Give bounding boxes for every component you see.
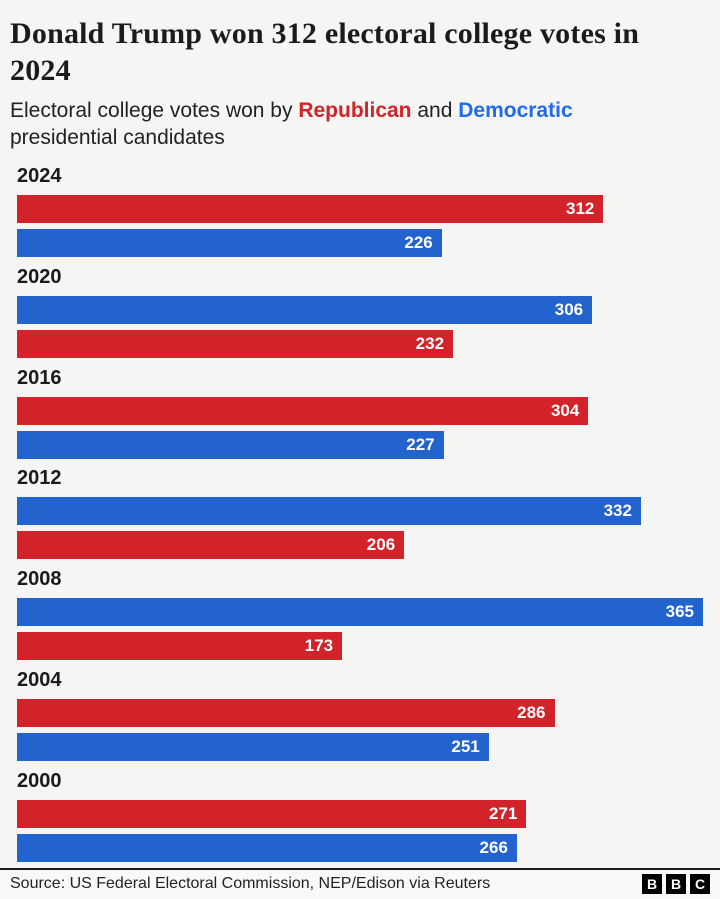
page-title: Donald Trump won 312 electoral college v… <box>10 17 640 87</box>
chart-header: Donald Trump won 312 electoral college v… <box>0 0 720 156</box>
bar-value-label: 232 <box>415 333 445 353</box>
bar-value-label: 206 <box>366 535 396 555</box>
vote-bar-republican-2012: 206 <box>17 531 405 560</box>
vote-bar-republican-2000: 271 <box>17 800 527 828</box>
bar-pair: 312 226 <box>17 194 703 257</box>
subtitle-prefix: Electoral college votes won by <box>10 99 299 123</box>
year-group: 2024 312 226 <box>17 164 703 257</box>
bar-pair: 365 173 <box>17 598 703 661</box>
vote-bar-democratic-2020: 306 <box>17 295 593 324</box>
bbc-logo-letter: C <box>690 874 710 894</box>
year-label: 2012 <box>17 467 62 490</box>
bar-value-label: 332 <box>603 501 632 521</box>
year-label: 2008 <box>17 568 62 591</box>
vote-bar-republican-2024: 312 <box>17 194 604 223</box>
bar-value-label: 266 <box>479 838 508 857</box>
vote-bar-democratic-2016: 227 <box>17 430 444 459</box>
vote-bar-republican-2020: 232 <box>17 329 454 358</box>
bar-pair: 306 232 <box>17 295 703 358</box>
bar-value-label: 271 <box>488 804 518 823</box>
vote-bar-republican-2016: 304 <box>17 396 589 425</box>
vote-bar-democratic-2000: 266 <box>17 834 517 862</box>
chart-subtitle: Electoral college votes won by Republica… <box>10 98 665 152</box>
vote-bar-republican-2004: 286 <box>17 699 555 728</box>
year-label: 2000 <box>17 770 62 792</box>
source-attribution: Source: US Federal Electoral Commission,… <box>10 875 491 892</box>
bar-value-label: 251 <box>451 737 480 757</box>
subtitle-and: and <box>411 99 459 123</box>
bar-pair: 304 227 <box>17 396 703 459</box>
vote-bar-democratic-2008: 365 <box>17 598 703 627</box>
vote-bar-democratic-2024: 226 <box>17 228 442 257</box>
year-label: 2004 <box>17 669 62 692</box>
bar-value-label: 286 <box>517 703 546 723</box>
bbc-logo-letter: B <box>642 874 662 894</box>
year-label: 2016 <box>17 366 62 389</box>
subtitle-suffix: presidential candidates <box>10 126 225 150</box>
bar-value-label: 365 <box>665 602 694 622</box>
vote-bar-democratic-2012: 332 <box>17 497 641 526</box>
vote-bar-republican-2008: 173 <box>17 632 343 661</box>
bar-value-label: 306 <box>554 299 584 319</box>
bar-value-label: 304 <box>550 400 580 420</box>
year-label: 2024 <box>17 164 62 187</box>
bar-value-label: 312 <box>566 198 595 218</box>
bar-value-label: 227 <box>406 434 435 454</box>
year-group: 2008 365 173 <box>17 567 703 661</box>
bar-pair: 271 266 <box>17 800 703 862</box>
vote-bar-democratic-2004: 251 <box>17 733 489 762</box>
bar-value-label: 226 <box>404 232 433 252</box>
legend-republican: Republican <box>298 99 412 123</box>
year-group: 2020 306 232 <box>17 265 703 358</box>
bbc-logo-letter: B <box>666 874 686 894</box>
bar-chart: 2024 312 226 2020 306 232 2016 304 <box>0 156 720 868</box>
year-group: 2016 304 227 <box>17 366 703 459</box>
legend-democratic: Democratic <box>458 99 573 123</box>
bar-value-label: 173 <box>304 636 334 656</box>
chart-footer: Source: US Federal Electoral Commission,… <box>0 868 720 899</box>
bar-pair: 332 206 <box>17 497 703 560</box>
year-label: 2020 <box>17 265 62 288</box>
bar-pair: 286 251 <box>17 699 703 762</box>
year-group: 2000 271 266 <box>17 769 703 862</box>
year-group: 2012 332 206 <box>17 466 703 560</box>
year-group: 2004 286 251 <box>17 668 703 762</box>
